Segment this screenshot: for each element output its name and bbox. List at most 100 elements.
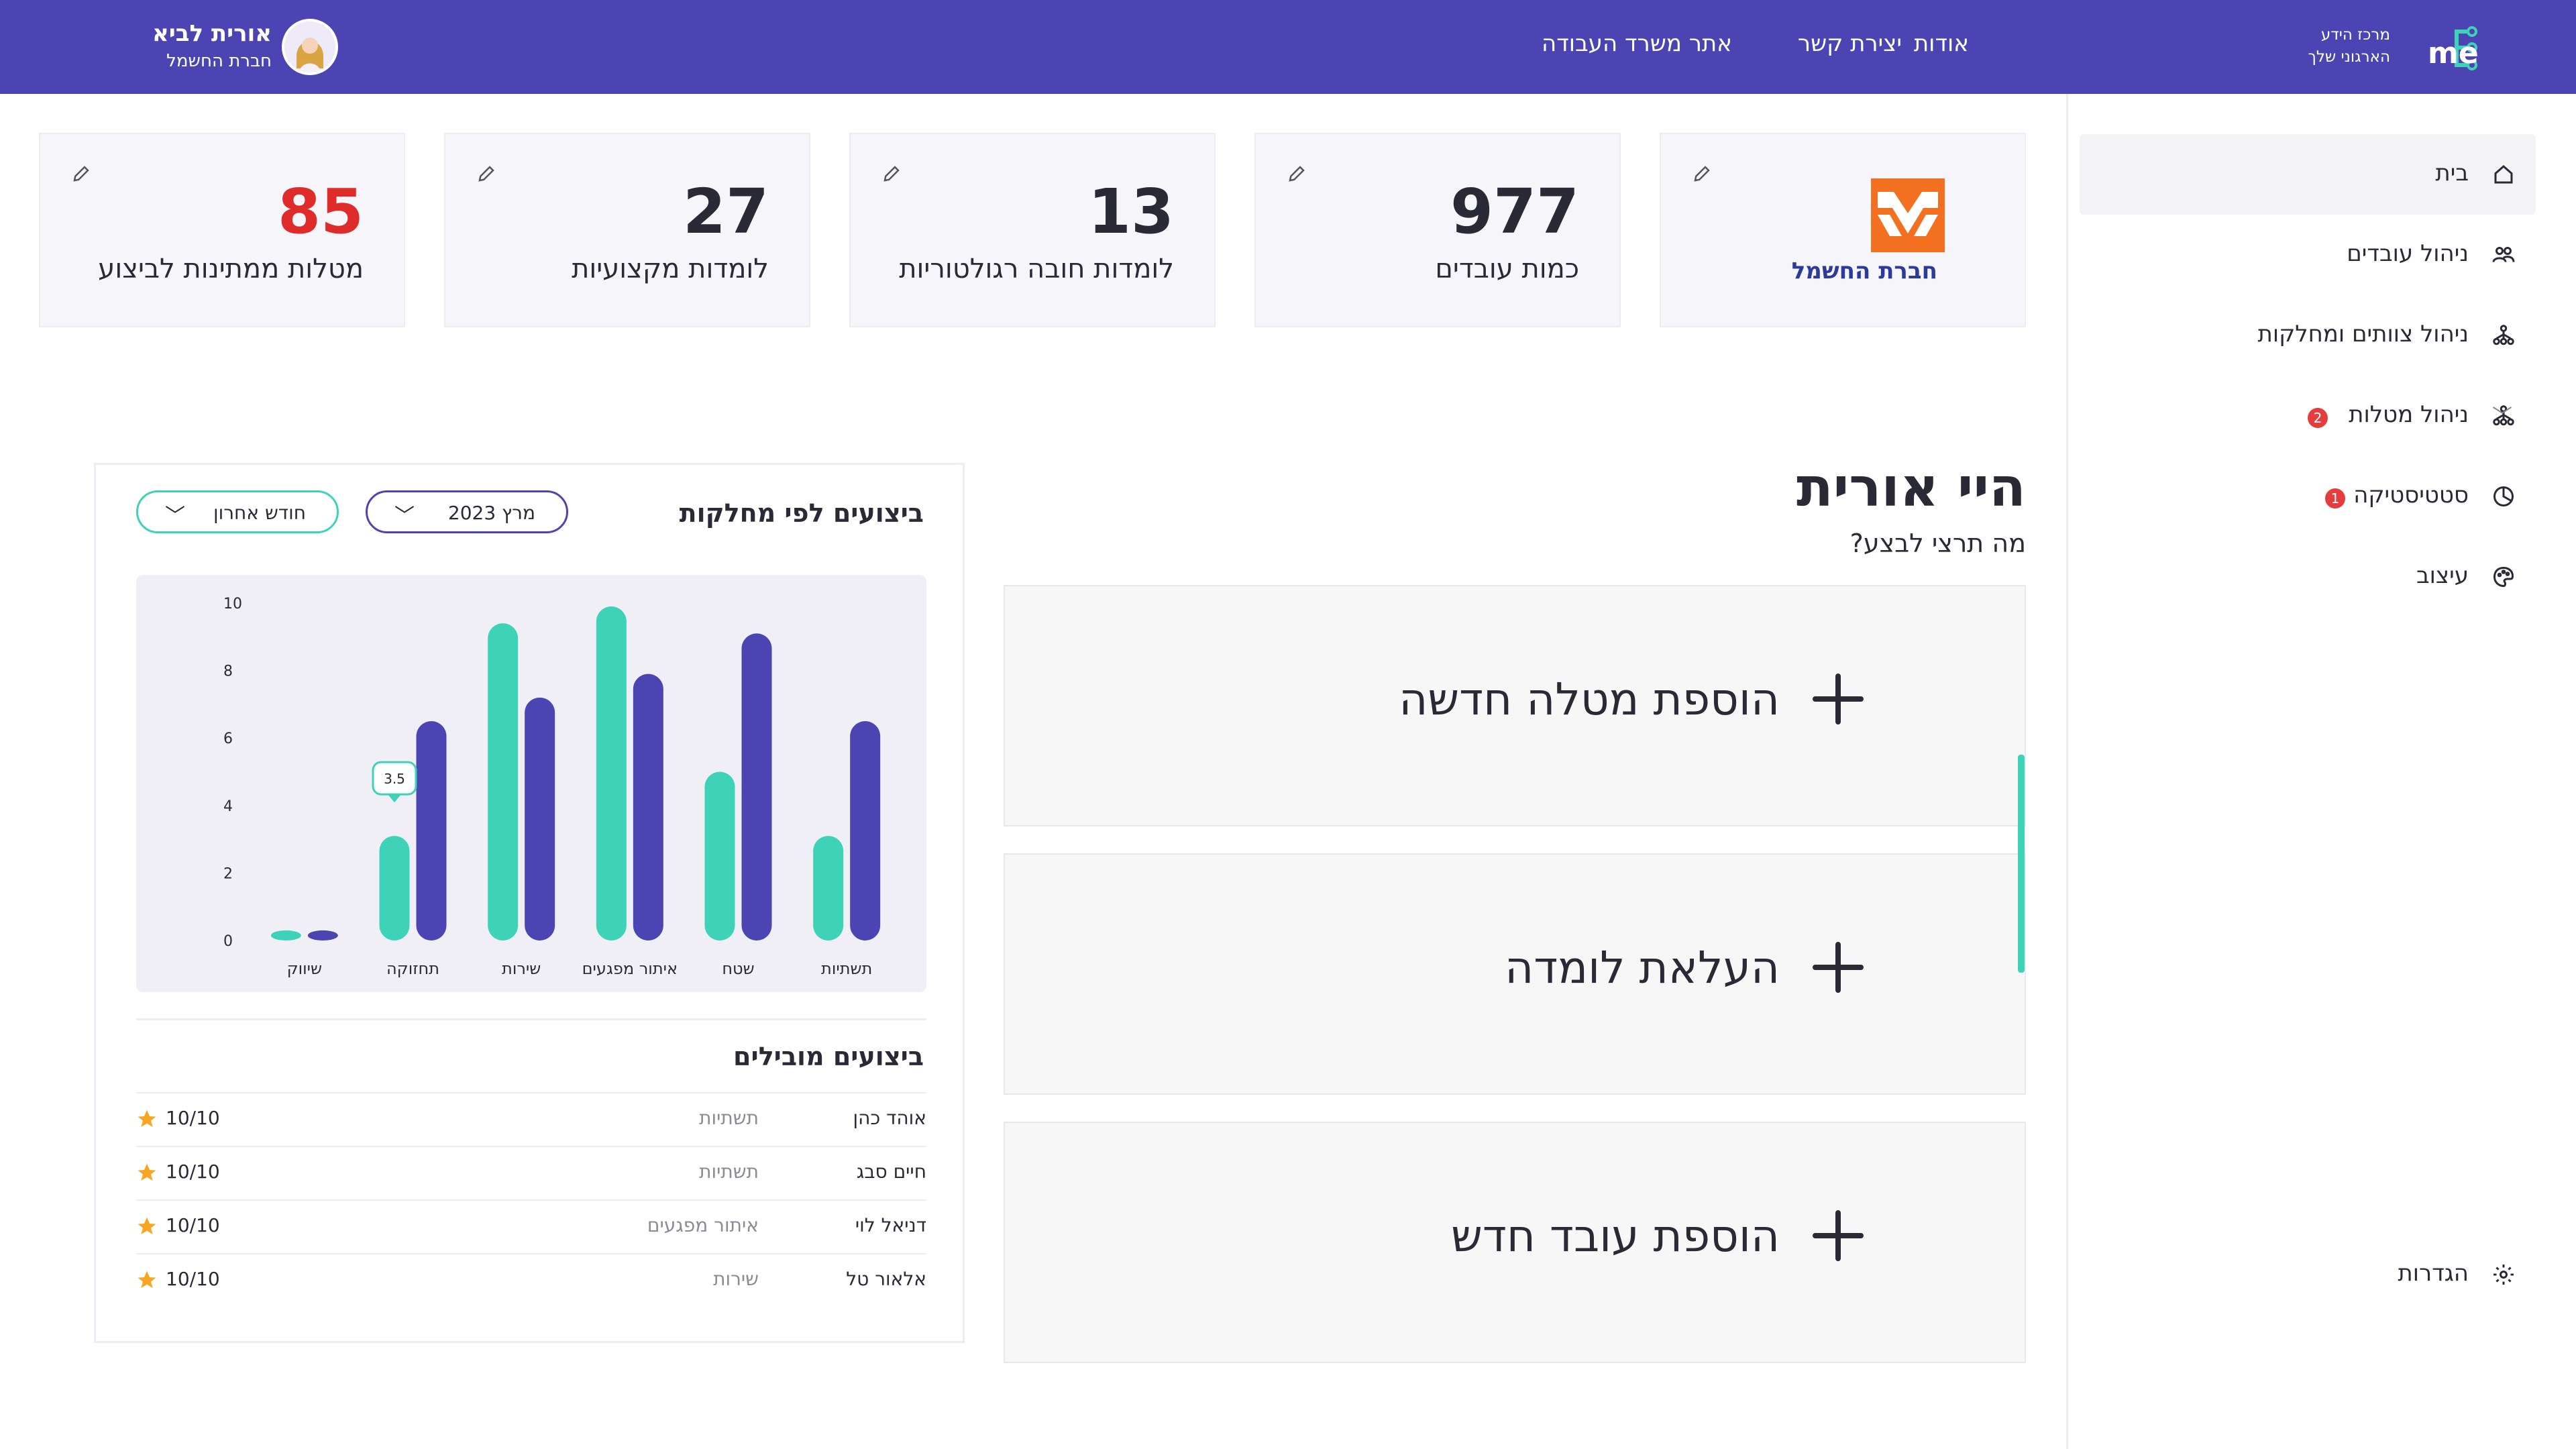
y-tick-label: 10 [223, 596, 242, 612]
scrollbar[interactable] [2018, 755, 2025, 973]
logo-brand: me [2428, 36, 2479, 70]
pencil-icon[interactable] [1287, 164, 1307, 184]
action-label: הוספת מטלה חדשה [1399, 674, 1780, 725]
chart-bar [704, 771, 735, 941]
gear-icon [2493, 1265, 2514, 1285]
chevron-down-icon: ﹀ [394, 504, 415, 528]
regulatory-label: לומדות חובה רגולטוריות [899, 254, 1174, 284]
org-chart-icon [2493, 325, 2514, 345]
professional-label: לומדות מקצועיות [572, 254, 769, 284]
star-icon [138, 1110, 156, 1127]
chevron-down-icon: ﹀ [165, 504, 185, 528]
leader-score: 10/10 [166, 1268, 220, 1290]
greeting-title: היי אורית [1796, 456, 2026, 519]
list-item[interactable]: אוהד כהן תשתיות 10/10 [136, 1092, 926, 1146]
x-tick-label: שיווק [287, 959, 322, 978]
company-card[interactable]: חברת החשמל [1660, 133, 2026, 327]
star-icon [138, 1217, 156, 1234]
nav-about[interactable]: אודות [1913, 30, 1969, 57]
x-tick-label: תשתיות [821, 959, 872, 978]
y-tick-label: 2 [223, 865, 233, 882]
month-select-value: מרץ 2023 [447, 502, 535, 524]
list-item[interactable]: אלאור טל שירות 10/10 [136, 1253, 926, 1307]
x-tick-label: איתור מפגעים [582, 959, 678, 978]
leader-name: אלאור טל [846, 1268, 926, 1290]
nav-ministry-site[interactable]: אתר משרד העבודה [1541, 30, 1732, 57]
sidebar: בית ניהול עובדים ניהול צוותים ומחלקות ני… [2066, 94, 2576, 1449]
sidebar-item-teams[interactable]: ניהול צוותים ומחלקות [2080, 295, 2536, 376]
user-avatar-icon [284, 21, 335, 72]
stats-badge: 1 [2325, 488, 2345, 508]
pending-tasks-card[interactable]: 85 מטלות ממתינות לביצוע [39, 133, 405, 327]
tooltip-value: 3.5 [384, 771, 405, 787]
sidebar-item-home[interactable]: בית [2080, 134, 2536, 215]
pencil-icon[interactable] [1692, 164, 1712, 184]
action-label: הוספת עובד חדש [1451, 1210, 1780, 1262]
leader-dept: איתור מפגעים [647, 1214, 759, 1236]
performance-panel: ביצועים לפי מחלקות מרץ 2023 ﹀ חודש אחרון… [94, 463, 965, 1343]
list-item[interactable]: דניאל לוי איתור מפגעים 10/10 [136, 1199, 926, 1253]
employees-label: כמות עובדים [1435, 254, 1579, 284]
nav-contact[interactable]: יצירת קשר [1797, 30, 1902, 57]
sidebar-item-employees[interactable]: ניהול עובדים [2080, 215, 2536, 295]
range-select[interactable]: חודש אחרון ﹀ [136, 490, 339, 533]
sidebar-item-label: עיצוב [2416, 562, 2469, 589]
divider [136, 1018, 926, 1020]
professional-count: 27 [682, 176, 769, 248]
stats-icon [2493, 486, 2514, 506]
logo-tagline: מרכז הידע הארגוני שלך [2308, 26, 2390, 66]
leader-name: חיים סבג [856, 1161, 926, 1183]
chart-bar [416, 721, 447, 941]
list-item[interactable]: חיים סבג תשתיות 10/10 [136, 1146, 926, 1199]
professional-card[interactable]: 27 לומדות מקצועיות [444, 133, 810, 327]
pencil-icon[interactable] [476, 164, 496, 184]
users-icon [2492, 247, 2515, 262]
chart-bar [596, 606, 627, 941]
sidebar-item-design[interactable]: עיצוב [2080, 537, 2536, 617]
y-tick-label: 8 [223, 663, 233, 680]
top-bar: me מרכז הידע הארגוני שלך אודות יצירת קשר… [0, 0, 2576, 94]
add-employee-button[interactable]: הוספת עובד חדש [1004, 1122, 2026, 1363]
y-tick-label: 4 [223, 798, 233, 815]
sidebar-item-tasks[interactable]: ניהול מטלות 2 ﹀ [2080, 376, 2536, 456]
pencil-icon[interactable] [71, 164, 91, 184]
app-logo[interactable]: me מרכז הידע הארגוני שלך [2283, 21, 2484, 75]
chart-bar [741, 633, 772, 941]
chart-bar [307, 930, 338, 941]
add-task-button[interactable]: הוספת מטלה חדשה [1004, 585, 2026, 826]
pencil-icon[interactable] [881, 164, 902, 184]
chart-bar [379, 836, 410, 941]
tasks-icon [2493, 405, 2514, 426]
leader-score: 10/10 [166, 1214, 220, 1236]
greeting-subtitle: מה תרצי לבצע? [1849, 529, 2026, 558]
user-profile[interactable]: אורית לביא חברת החשמל [151, 19, 352, 75]
leader-name: דניאל לוי [855, 1214, 926, 1236]
plus-icon [1813, 942, 1864, 993]
employees-card[interactable]: 977 כמות עובדים [1254, 133, 1621, 327]
month-select[interactable]: מרץ 2023 ﹀ [366, 490, 568, 533]
upload-course-button[interactable]: העלאת לומדה [1004, 853, 2026, 1095]
regulatory-count: 13 [1087, 176, 1174, 248]
y-tick-label: 0 [223, 933, 233, 950]
leader-dept: תשתיות [699, 1107, 759, 1129]
chevron-down-icon[interactable]: ﹀ [2492, 405, 2512, 429]
user-name: אורית לביא [152, 20, 272, 47]
sidebar-item-settings[interactable]: הגדרות [2080, 1234, 2536, 1315]
plus-icon [1813, 674, 1864, 724]
chart-bar [633, 674, 663, 941]
x-tick-label: שטח [722, 959, 754, 978]
sidebar-item-stats[interactable]: סטטיסטיקה 1 [2080, 456, 2536, 537]
chart-area: 0 2 4 6 8 10 תשתיות שטח איתור מפגעים שירות תחזוקה ש… [136, 575, 926, 992]
leader-score: 10/10 [166, 1107, 220, 1129]
leader-score: 10/10 [166, 1161, 220, 1183]
regulatory-card[interactable]: 13 לומדות חובה רגולטוריות [849, 133, 1216, 327]
y-tick-label: 6 [223, 731, 233, 747]
chart-bar [850, 721, 881, 941]
plus-icon [1813, 1210, 1864, 1261]
pending-label: מטלות ממתינות לביצוע [98, 254, 364, 284]
user-company: חברת החשמל [166, 51, 272, 71]
company-logo-icon [1871, 178, 1945, 252]
sidebar-item-label: ניהול עובדים [2347, 240, 2469, 267]
leader-name: אוהד כהן [853, 1107, 926, 1129]
sidebar-item-label: הגדרות [2398, 1260, 2469, 1287]
